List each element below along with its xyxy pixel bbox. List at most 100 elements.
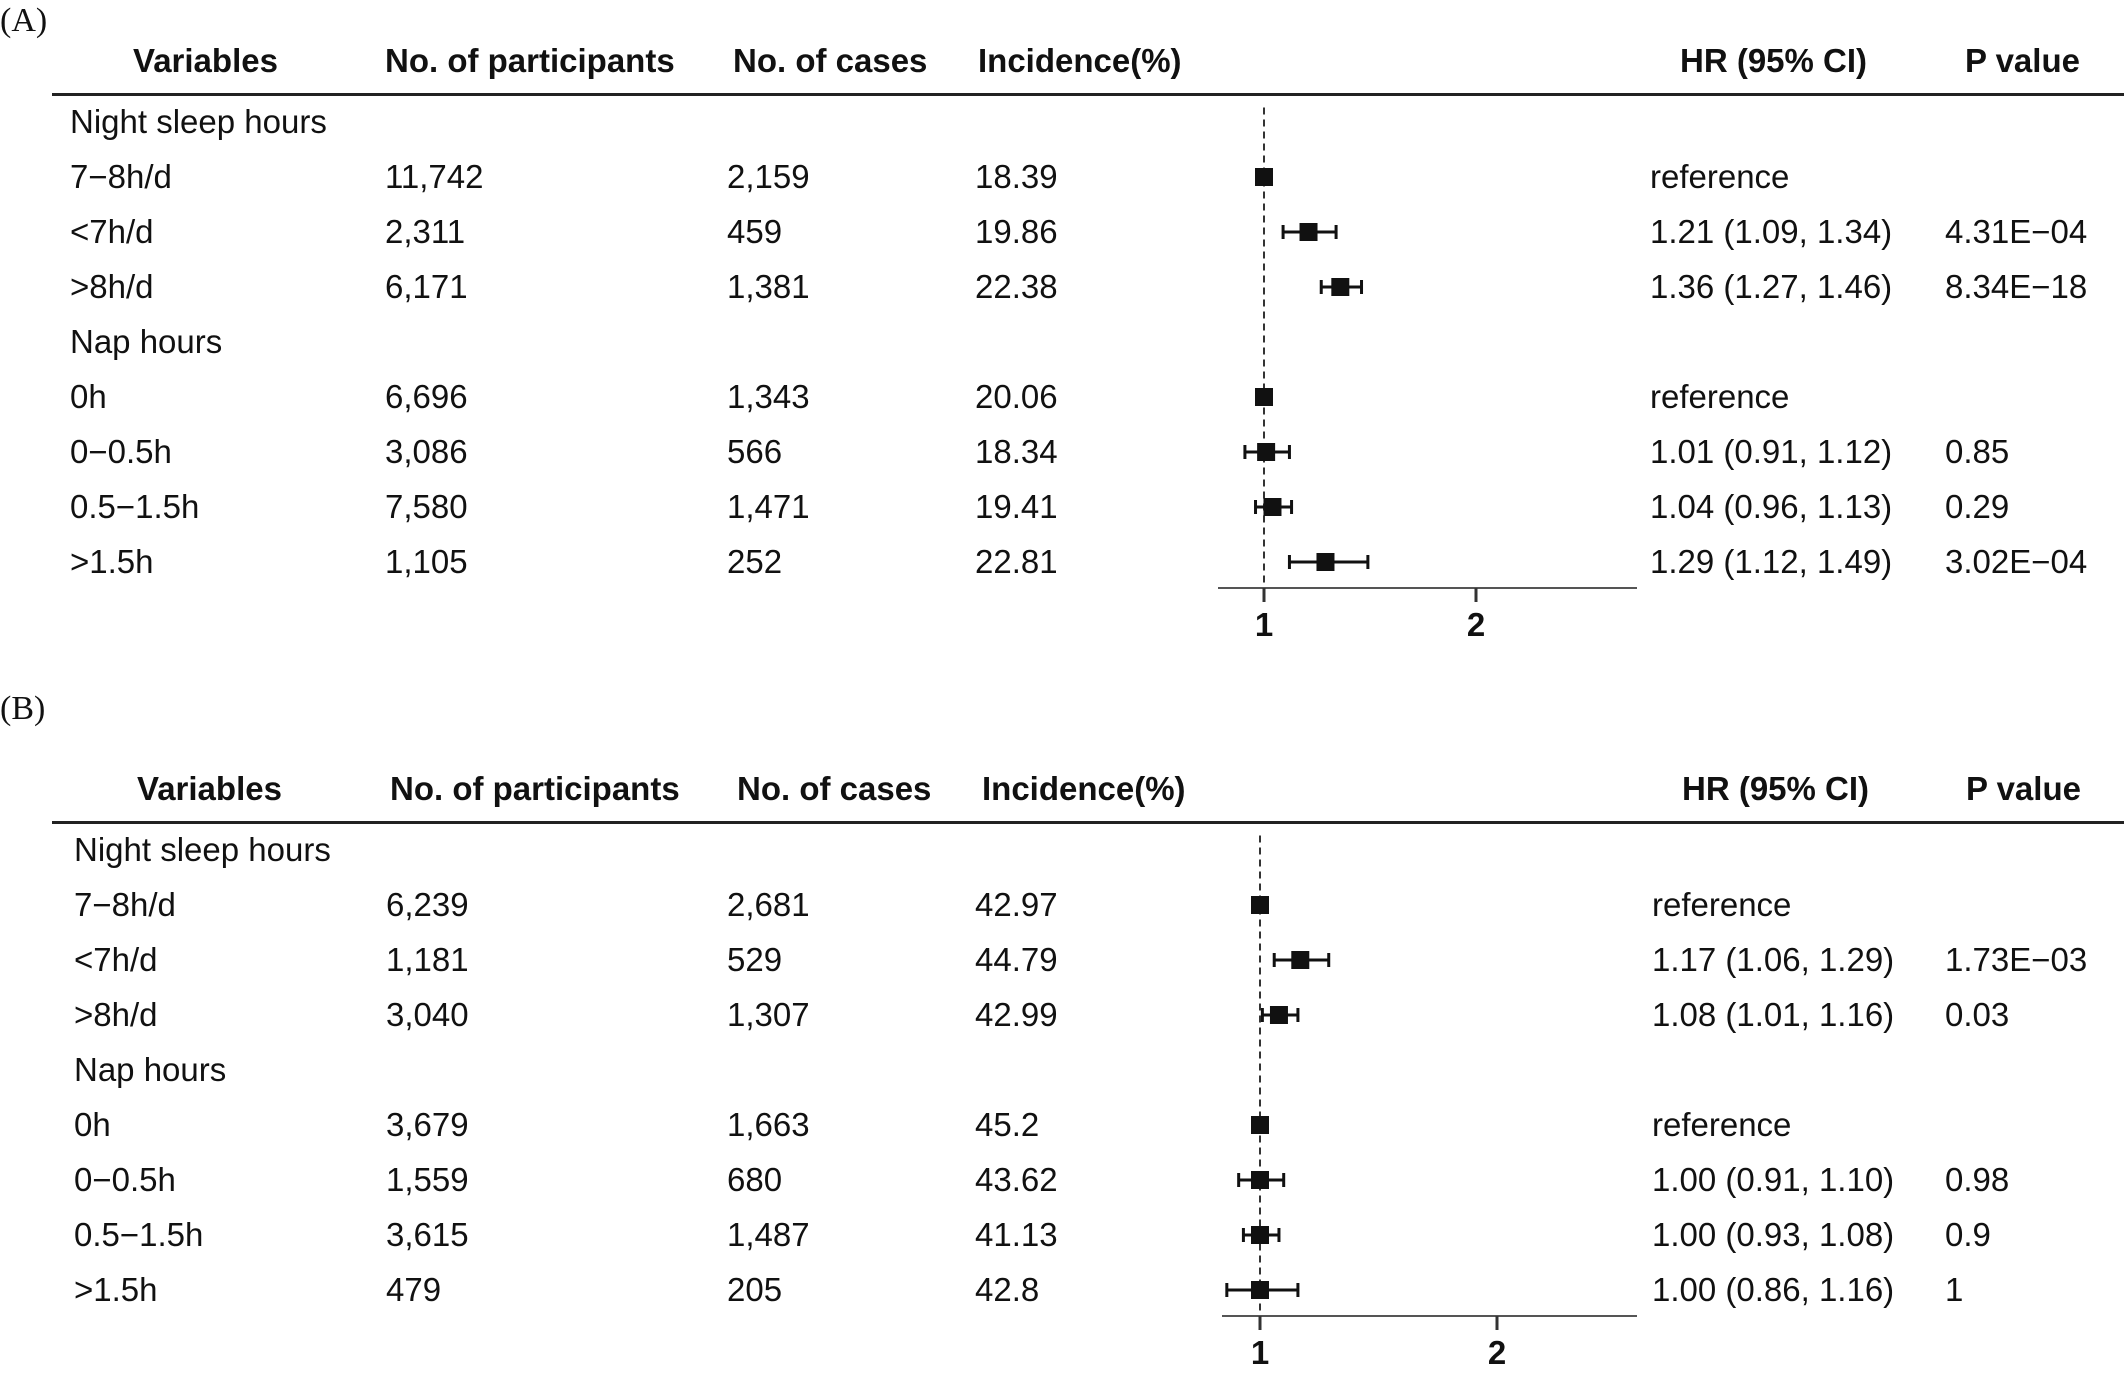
- hr-point: [1291, 951, 1310, 969]
- incidence-cell: 22.81: [975, 543, 1058, 580]
- variable-cell: 7−8h/d: [70, 158, 172, 195]
- cases-cell: 566: [727, 433, 783, 470]
- column-header: No. of cases: [737, 770, 932, 807]
- hr-point: [1255, 388, 1273, 406]
- forest-panel-a: (A) Variables No. of participants No. of ca…: [0, 0, 2128, 680]
- group-title: Nap hours: [70, 323, 223, 360]
- incidence-cell: 18.34: [975, 433, 1058, 470]
- header-rule: [52, 821, 2124, 824]
- column-header: HR (95% CI): [1680, 42, 1868, 79]
- p-value-cell: 4.31E−04: [1945, 213, 2088, 250]
- column-header: Variables: [133, 42, 278, 79]
- hr-cell: 1.04 (0.96, 1.13): [1650, 488, 1893, 525]
- hr-point: [1251, 896, 1269, 914]
- forest-panel-b: (B) Variables No. of participants No. of ca…: [0, 688, 2128, 1371]
- p-value-cell: 1: [1945, 1271, 1964, 1308]
- variable-cell: >8h/d: [74, 996, 158, 1033]
- hr-cell: 1.36 (1.27, 1.46): [1650, 268, 1893, 305]
- p-value-cell: 0.9: [1945, 1216, 1991, 1253]
- variable-cell: 0−0.5h: [74, 1161, 176, 1198]
- column-header: HR (95% CI): [1682, 770, 1870, 807]
- column-header: Incidence(%): [978, 42, 1182, 79]
- p-value-cell: 0.29: [1945, 488, 2010, 525]
- x-tick-label: 1: [1251, 1334, 1269, 1371]
- participants-cell: 3,040: [386, 996, 469, 1033]
- p-value-cell: 8.34E−18: [1945, 268, 2088, 305]
- cases-cell: 680: [727, 1161, 783, 1198]
- x-tick-label: 1: [1255, 606, 1273, 643]
- panel-label: (A): [0, 2, 48, 39]
- participants-cell: 479: [386, 1271, 442, 1308]
- p-value-cell: 0.85: [1945, 433, 2010, 470]
- column-header: No. of participants: [390, 770, 680, 807]
- incidence-cell: 19.41: [975, 488, 1058, 525]
- variable-cell: >1.5h: [74, 1271, 158, 1308]
- hr-cell: 1.00 (0.91, 1.10): [1652, 1161, 1895, 1198]
- cases-cell: 529: [727, 941, 783, 978]
- cases-cell: 205: [727, 1271, 783, 1308]
- hr-cell: reference: [1650, 158, 1790, 195]
- hr-cell: reference: [1652, 1106, 1792, 1143]
- variable-cell: 7−8h/d: [74, 886, 176, 923]
- x-tick-label: 2: [1467, 606, 1485, 643]
- hr-cell: 1.29 (1.12, 1.49): [1650, 543, 1893, 580]
- hr-point: [1255, 168, 1273, 186]
- incidence-cell: 18.39: [975, 158, 1058, 195]
- cases-cell: 1,471: [727, 488, 810, 525]
- variable-cell: 0h: [74, 1106, 111, 1143]
- participants-cell: 7,580: [385, 488, 468, 525]
- participants-cell: 6,171: [385, 268, 468, 305]
- participants-cell: 3,086: [385, 433, 468, 470]
- variable-cell: <7h/d: [70, 213, 154, 250]
- participants-cell: 2,311: [385, 213, 466, 250]
- hr-cell: 1.21 (1.09, 1.34): [1650, 213, 1893, 250]
- column-header: Variables: [137, 770, 282, 807]
- header-rule: [52, 93, 2124, 96]
- hr-cell: reference: [1652, 886, 1792, 923]
- hr-point: [1251, 1171, 1269, 1189]
- variable-cell: <7h/d: [74, 941, 158, 978]
- incidence-cell: 42.8: [975, 1271, 1040, 1308]
- incidence-cell: 41.13: [975, 1216, 1058, 1253]
- participants-cell: 11,742: [385, 158, 484, 195]
- hr-point: [1257, 443, 1276, 461]
- group-title: Nap hours: [74, 1051, 227, 1088]
- participants-cell: 1,105: [385, 543, 468, 580]
- participants-cell: 3,615: [386, 1216, 469, 1253]
- x-tick-label: 2: [1488, 1334, 1506, 1371]
- hr-point: [1269, 1006, 1288, 1024]
- column-header: No. of cases: [733, 42, 928, 79]
- participants-cell: 6,696: [385, 378, 468, 415]
- column-header: P value: [1966, 770, 2081, 807]
- incidence-cell: 42.97: [975, 886, 1058, 923]
- variable-cell: >8h/d: [70, 268, 154, 305]
- variable-cell: 0.5−1.5h: [70, 488, 200, 525]
- incidence-cell: 43.62: [975, 1161, 1058, 1198]
- group-title: Night sleep hours: [70, 103, 327, 140]
- incidence-cell: 45.2: [975, 1106, 1040, 1143]
- cases-cell: 2,159: [727, 158, 810, 195]
- column-header: P value: [1965, 42, 2080, 79]
- column-header: No. of participants: [385, 42, 675, 79]
- p-value-cell: 0.03: [1945, 996, 2010, 1033]
- participants-cell: 1,559: [386, 1161, 469, 1198]
- cases-cell: 1,487: [727, 1216, 810, 1253]
- p-value-cell: 1.73E−03: [1945, 941, 2088, 978]
- cases-cell: 459: [727, 213, 783, 250]
- hr-cell: reference: [1650, 378, 1790, 415]
- incidence-cell: 20.06: [975, 378, 1058, 415]
- hr-point: [1251, 1116, 1269, 1134]
- hr-cell: 1.01 (0.91, 1.12): [1650, 433, 1893, 470]
- hr-cell: 1.17 (1.06, 1.29): [1652, 941, 1895, 978]
- participants-cell: 3,679: [386, 1106, 469, 1143]
- participants-cell: 1,181: [386, 941, 469, 978]
- column-header: Incidence(%): [982, 770, 1186, 807]
- hr-point: [1251, 1281, 1269, 1299]
- variable-cell: 0−0.5h: [70, 433, 172, 470]
- incidence-cell: 22.38: [975, 268, 1058, 305]
- hr-point: [1331, 278, 1350, 296]
- incidence-cell: 44.79: [975, 941, 1058, 978]
- panel-label: (B): [0, 690, 46, 727]
